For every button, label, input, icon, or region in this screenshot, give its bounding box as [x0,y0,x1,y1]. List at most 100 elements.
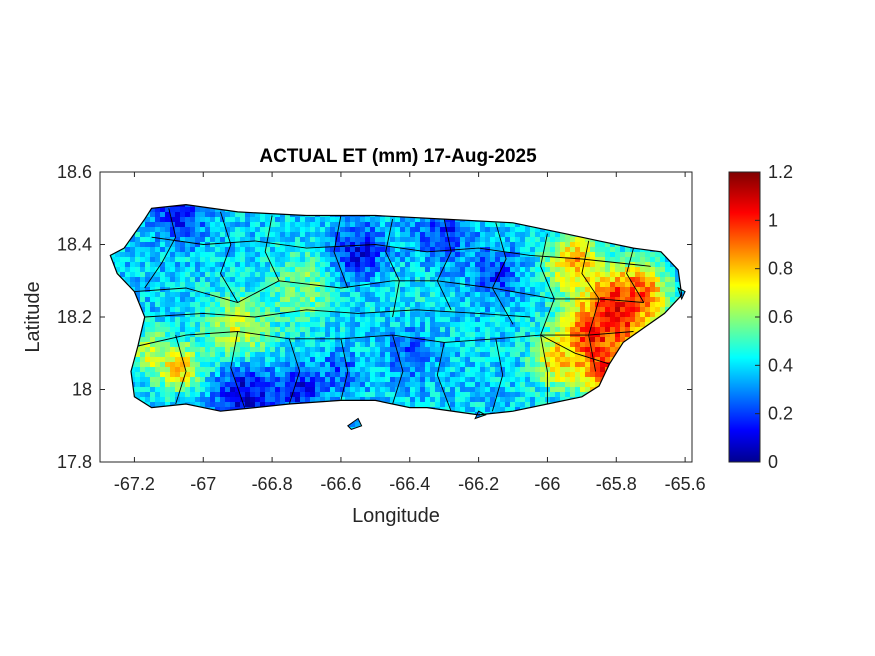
raster-cell [355,347,361,353]
raster-cell [445,312,451,318]
raster-cell [320,302,326,308]
raster-cell [370,282,376,288]
raster-cell [220,257,226,263]
raster-cell [210,247,216,253]
raster-cell [425,247,431,253]
raster-cell [585,252,591,258]
raster-cell [530,347,536,353]
raster-cell [525,327,531,333]
raster-cell [480,257,486,263]
raster-cell [260,282,266,288]
raster-cell [420,247,426,253]
raster-cell [640,297,646,303]
raster-cell [405,347,411,353]
raster-cell [550,322,556,328]
raster-cell [415,287,421,293]
raster-cell [385,377,391,383]
raster-cell [155,312,161,318]
raster-cell [350,227,356,233]
raster-cell [205,367,211,373]
raster-cell [605,302,611,308]
raster-cell [400,347,406,353]
raster-cell [405,362,411,368]
raster-cell [140,277,146,283]
raster-cell [315,282,321,288]
raster-cell [380,257,386,263]
raster-cell [630,252,636,258]
raster-cell [125,257,131,263]
raster-cell [470,292,476,298]
raster-cell [180,337,186,343]
raster-cell [215,282,221,288]
raster-cell [410,317,416,323]
raster-cell [590,377,596,383]
raster-cell [535,312,541,318]
raster-cell [205,322,211,328]
raster-cell [345,262,351,268]
raster-cell [490,222,496,228]
raster-cell [150,357,156,363]
raster-cell [415,267,421,273]
raster-cell [250,332,256,338]
raster-cell [630,292,636,298]
raster-cell [560,262,566,268]
raster-cell [265,272,271,278]
raster-cell [555,327,561,333]
raster-cell [625,252,631,258]
raster-cell [345,277,351,283]
raster-cell [280,297,286,303]
raster-cell [385,312,391,318]
raster-cell [185,357,191,363]
raster-cell [250,287,256,293]
raster-cell [165,297,171,303]
raster-cell [210,267,216,273]
raster-cell [485,287,491,293]
raster-cell [510,377,516,383]
raster-cell [245,287,251,293]
raster-cell [480,232,486,238]
raster-cell [590,282,596,288]
raster-cell [350,332,356,338]
raster-cell [175,377,181,383]
raster-cell [610,292,616,298]
raster-cell [520,337,526,343]
raster-cell [545,352,551,358]
raster-cell [500,302,506,308]
raster-cell [590,327,596,333]
raster-cell [515,372,521,378]
raster-cell [600,302,606,308]
raster-cell [350,347,356,353]
raster-cell [595,317,601,323]
raster-cell [330,347,336,353]
raster-cell [640,257,646,263]
raster-cell [440,297,446,303]
raster-cell [425,267,431,273]
raster-cell [340,377,346,383]
raster-cell [405,302,411,308]
raster-cell [185,317,191,323]
raster-cell [225,342,231,348]
raster-cell [585,282,591,288]
raster-cell [345,297,351,303]
raster-cell [180,347,186,353]
raster-cell [300,277,306,283]
raster-cell [590,242,596,248]
raster-cell [340,342,346,348]
raster-cell [140,332,146,338]
raster-cell [425,352,431,358]
raster-cell [255,222,261,228]
raster-cell [225,377,231,383]
raster-cell [510,272,516,278]
raster-cell [410,287,416,293]
raster-cell [585,307,591,313]
raster-cell [345,322,351,328]
raster-cell [515,247,521,253]
raster-cell [665,282,671,288]
raster-cell [345,332,351,338]
raster-cell [440,247,446,253]
raster-cell [220,347,226,353]
raster-cell [230,212,236,218]
raster-cell [465,357,471,363]
raster-cell [285,317,291,323]
raster-cell [225,372,231,378]
